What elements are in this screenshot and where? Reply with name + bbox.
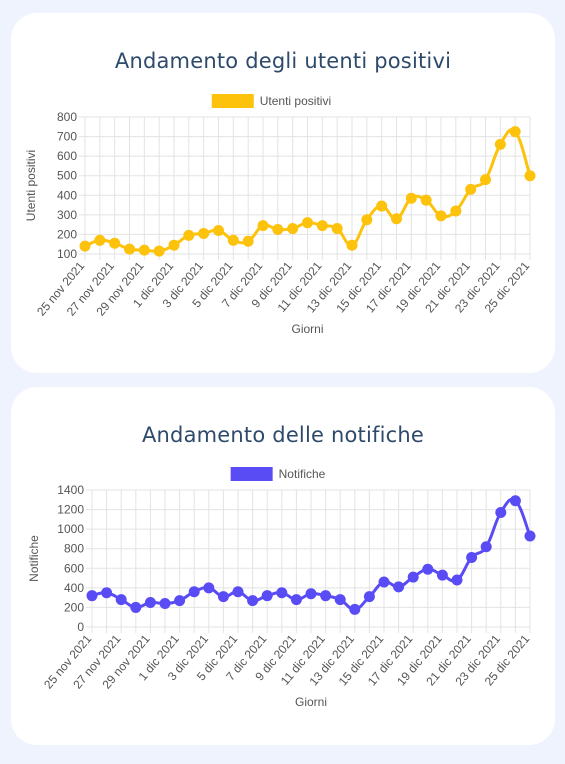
data-point (272, 224, 284, 236)
legend-label: Utenti positivi (260, 94, 331, 108)
legend-swatch (211, 94, 254, 108)
y-tick-label: 1400 (57, 483, 84, 497)
data-point (115, 594, 127, 606)
y-tick-label: 500 (57, 169, 77, 183)
data-point (450, 205, 462, 217)
data-point (480, 174, 491, 186)
data-point (320, 590, 332, 602)
legend-label: Notifiche (279, 467, 326, 481)
data-point (378, 576, 390, 588)
data-point (290, 594, 302, 606)
data-point (232, 586, 244, 598)
y-axis-label: Utenti positivi (24, 150, 38, 221)
data-point (257, 220, 269, 232)
data-point (213, 225, 224, 237)
data-point (524, 530, 536, 542)
data-point (334, 594, 346, 606)
data-point (305, 588, 317, 600)
data-point (465, 183, 477, 195)
data-point (188, 586, 200, 598)
data-point (393, 581, 405, 593)
data-point (436, 569, 448, 581)
data-point (144, 597, 156, 609)
y-axis-label: Notifiche (27, 535, 41, 582)
data-point (79, 240, 91, 252)
chart-card-notifiche: Andamento delle notifiche 0 200 400 600 800 1… (11, 387, 555, 745)
y-tick-label: 200 (57, 227, 77, 241)
chart-title-positivi: Andamento degli utenti positivi (114, 49, 452, 73)
data-point (349, 603, 361, 615)
data-point (376, 200, 388, 212)
chart-title-notifiche: Andamento delle notifiche (141, 423, 425, 447)
x-axis-label: Giorni (291, 322, 323, 336)
data-point (261, 590, 273, 602)
data-point (247, 595, 259, 607)
y-tick-label: 800 (57, 110, 77, 124)
y-tick-label: 600 (57, 149, 77, 163)
y-tick-label: 800 (64, 542, 84, 556)
y-tick-label: 700 (57, 130, 77, 144)
data-point (130, 601, 142, 613)
data-point (302, 217, 313, 229)
data-point (153, 245, 165, 257)
data-point (466, 552, 478, 564)
y-tick-label: 200 (64, 600, 84, 614)
data-point (138, 244, 150, 256)
y-tick-label: 300 (57, 208, 77, 222)
data-point (174, 595, 186, 607)
data-point (451, 574, 463, 586)
data-point (495, 507, 507, 519)
data-point (227, 234, 239, 246)
data-point (101, 587, 113, 599)
chart-card-positivi: Andamento degli utenti positivi 100 200 30… (11, 13, 555, 373)
data-point (361, 214, 373, 226)
data-point (109, 237, 121, 249)
y-tick-label: 1200 (57, 503, 84, 517)
data-point (524, 170, 536, 182)
data-point (509, 495, 521, 507)
data-point (494, 138, 506, 150)
data-point (509, 126, 521, 138)
data-point (316, 220, 328, 232)
y-tick-label: 600 (64, 561, 84, 575)
data-point (183, 229, 195, 241)
data-point (422, 563, 434, 575)
y-tick-label: 400 (64, 581, 84, 595)
data-point (287, 223, 299, 235)
data-point (331, 223, 343, 235)
data-point (391, 213, 402, 225)
data-point (407, 571, 419, 583)
data-point (435, 210, 447, 222)
data-point (480, 541, 492, 553)
data-point (159, 598, 171, 610)
data-point (94, 234, 106, 246)
legend-swatch (230, 467, 273, 481)
y-tick-label: 0 (77, 620, 84, 634)
y-tick-label: 100 (57, 247, 77, 261)
y-tick-label: 400 (57, 188, 77, 202)
data-point (346, 239, 358, 251)
y-tick-label: 1000 (57, 522, 84, 536)
data-point (168, 239, 180, 251)
data-point (420, 194, 432, 206)
data-point (405, 192, 417, 204)
data-point (276, 587, 288, 599)
data-point (124, 243, 135, 255)
data-point (203, 582, 215, 594)
data-point (86, 590, 98, 602)
data-point (363, 591, 375, 603)
data-point (242, 235, 254, 247)
data-point (217, 591, 229, 603)
x-axis-label: Giorni (295, 695, 327, 709)
data-point (198, 227, 210, 239)
